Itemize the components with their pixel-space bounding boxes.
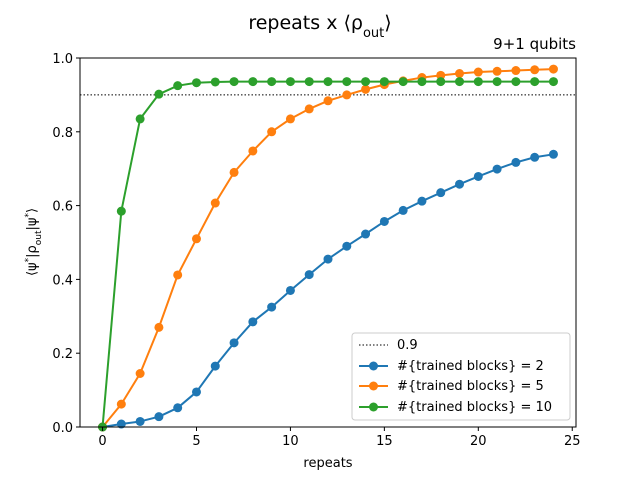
legend-label-series-3: #{trained blocks} = 10 bbox=[397, 400, 552, 415]
series-3-point bbox=[191, 78, 201, 88]
series-3-point bbox=[530, 77, 540, 87]
y-tick-label: 0.4 bbox=[52, 273, 73, 288]
series-1-point bbox=[173, 403, 183, 413]
series-3-point bbox=[473, 77, 483, 87]
series-1-point bbox=[473, 171, 483, 181]
x-tick-label: 15 bbox=[376, 434, 393, 449]
y-tick-label: 1.0 bbox=[52, 52, 73, 67]
x-axis-label: repeats bbox=[303, 456, 352, 471]
series-1-point bbox=[267, 302, 277, 312]
series-2-point bbox=[191, 234, 201, 244]
series-2-point bbox=[267, 127, 277, 137]
series-1-point bbox=[511, 157, 521, 167]
legend-label-reference: 0.9 bbox=[397, 338, 418, 353]
series-1-point bbox=[361, 229, 371, 239]
series-2-point bbox=[248, 146, 258, 156]
series-3-point bbox=[492, 77, 502, 87]
y-tick-label: 0.6 bbox=[52, 200, 73, 215]
series-2-point bbox=[530, 65, 540, 75]
series-1-point bbox=[548, 149, 558, 159]
series-3-point bbox=[548, 77, 558, 87]
x-tick-label: 10 bbox=[282, 434, 299, 449]
series-3-point bbox=[267, 77, 277, 87]
series-2-point bbox=[173, 270, 183, 280]
series-3-point bbox=[323, 77, 333, 87]
series-2-point bbox=[285, 114, 295, 124]
series-2-point bbox=[304, 104, 314, 114]
series-3-point bbox=[173, 81, 183, 91]
y-tick-label: 0.0 bbox=[52, 421, 73, 436]
chart-title: repeats x ⟨ρout⟩ bbox=[248, 12, 391, 41]
series-3-point bbox=[210, 77, 220, 87]
y-tick-label: 0.8 bbox=[52, 126, 73, 141]
series-3-point bbox=[116, 206, 126, 216]
series-2-point bbox=[436, 70, 446, 80]
legend-label-series-2: #{trained blocks} = 5 bbox=[397, 379, 544, 394]
series-1-point bbox=[135, 416, 145, 426]
series-3-point bbox=[511, 77, 521, 87]
series-1-point bbox=[417, 196, 427, 206]
series-2-point bbox=[455, 68, 465, 78]
legend-marker-series-3 bbox=[369, 402, 378, 412]
x-tick-label: 5 bbox=[192, 434, 200, 449]
series-1-point bbox=[436, 188, 446, 198]
series-3-point bbox=[342, 77, 352, 87]
chart-legend: 0.9 #{trained blocks} = 2 #{trained bloc… bbox=[351, 332, 571, 421]
series-2-point bbox=[210, 198, 220, 208]
series-2-point bbox=[473, 67, 483, 77]
chart-subtitle: 9+1 qubits bbox=[493, 35, 576, 53]
series-2-point bbox=[492, 66, 502, 76]
y-axis-label: ⟨ψ*|ρout|ψ*⟩ bbox=[24, 208, 44, 276]
series-3-point bbox=[248, 77, 258, 87]
y-tick-label: 0.2 bbox=[52, 347, 73, 362]
series-2-point bbox=[511, 66, 521, 76]
series-1-point bbox=[229, 338, 239, 348]
series-2-point bbox=[323, 96, 333, 106]
series-3-point bbox=[379, 77, 389, 87]
x-tick-label: 20 bbox=[470, 434, 487, 449]
series-1-point bbox=[154, 412, 164, 422]
series-1-point bbox=[191, 387, 201, 397]
series-2-point bbox=[361, 84, 371, 94]
legend-marker-series-1 bbox=[369, 361, 378, 371]
series-3-point bbox=[135, 114, 145, 124]
x-tick-label: 0 bbox=[98, 434, 106, 449]
series-1-point bbox=[248, 317, 258, 327]
series-1-point bbox=[530, 152, 540, 162]
series-3-point bbox=[229, 77, 239, 87]
series-1-point bbox=[342, 241, 352, 251]
series-1-point bbox=[455, 179, 465, 189]
axes-frame bbox=[79, 57, 577, 428]
series-3-point bbox=[455, 77, 465, 87]
series-3-point bbox=[154, 89, 164, 99]
series-3-point bbox=[436, 77, 446, 87]
series-3-point bbox=[304, 77, 314, 87]
legend-label-series-1: #{trained blocks} = 2 bbox=[397, 359, 544, 374]
series-1-point bbox=[116, 419, 126, 429]
plot-area bbox=[80, 64, 576, 432]
series-2-point bbox=[342, 90, 352, 100]
series-1-point bbox=[304, 270, 314, 280]
series-3-point bbox=[361, 77, 371, 87]
series-2-point bbox=[135, 368, 145, 378]
series-1-point bbox=[492, 164, 502, 174]
series-3-point bbox=[285, 77, 295, 87]
x-tick-label: 25 bbox=[564, 434, 581, 449]
series-1-point bbox=[285, 285, 295, 295]
series-3-point bbox=[398, 77, 408, 87]
series-3-point bbox=[417, 77, 427, 87]
axis-ticks: 0 5 10 15 20 25 0.0 0.2 0.4 0.6 0.8 1.0 bbox=[52, 52, 580, 449]
legend-frame bbox=[351, 332, 571, 421]
series-1-point bbox=[379, 216, 389, 226]
legend-marker-series-2 bbox=[369, 381, 378, 391]
series-2-point bbox=[154, 322, 164, 332]
series-2-point bbox=[548, 64, 558, 74]
series-2-point bbox=[229, 167, 239, 177]
series-1-point bbox=[323, 254, 333, 264]
series-2-point bbox=[116, 399, 126, 409]
series-1-point bbox=[398, 205, 408, 215]
series-1-point bbox=[210, 361, 220, 371]
